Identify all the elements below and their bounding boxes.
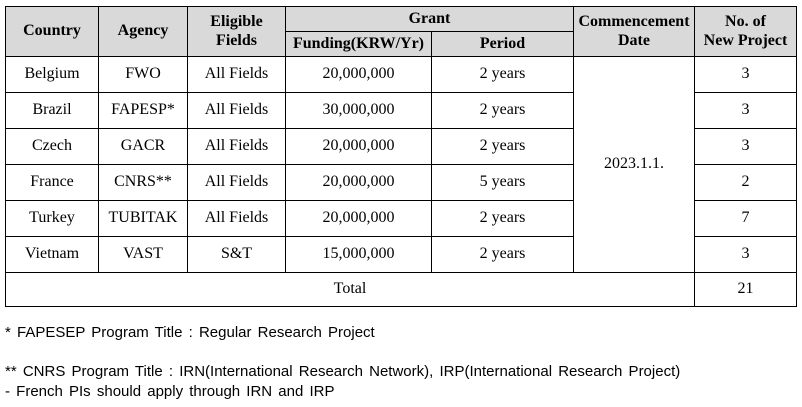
cell-funding: 20,000,000 xyxy=(285,56,432,93)
cell-projects: 3 xyxy=(694,92,797,129)
header-grant: Grant xyxy=(285,6,574,32)
header-period: Period xyxy=(431,31,574,57)
footnote-fapesp: * FAPESEP Program Title : Regular Resear… xyxy=(5,324,375,341)
table-row: France CNRS** All Fields 20,000,000 5 ye… xyxy=(5,164,797,201)
cell-funding: 20,000,000 xyxy=(285,128,432,165)
cell-fields: All Fields xyxy=(187,92,286,129)
cell-fields: All Fields xyxy=(187,200,286,237)
cell-agency: FAPESP* xyxy=(98,92,188,129)
table-row: Czech GACR All Fields 20,000,000 2 years… xyxy=(5,128,797,165)
total-label: Total xyxy=(5,272,695,307)
cell-country: Brazil xyxy=(5,92,99,129)
header-commencement-date: Commencement Date xyxy=(573,6,695,57)
grant-table: Country Agency Eligible Fields Grant Comm… xyxy=(5,6,797,307)
cell-fields: All Fields xyxy=(187,56,286,93)
cell-agency: GACR xyxy=(98,128,188,165)
cell-funding: 20,000,000 xyxy=(285,164,432,201)
header-eligible-fields: Eligible Fields xyxy=(187,6,286,57)
cell-country: Vietnam xyxy=(5,236,99,273)
cell-agency: FWO xyxy=(98,56,188,93)
header-country: Country xyxy=(5,6,99,57)
header-funding: Funding(KRW/Yr) xyxy=(285,31,432,57)
cell-projects: 3 xyxy=(694,128,797,165)
cell-period: 2 years xyxy=(431,200,574,237)
cell-agency: TUBITAK xyxy=(98,200,188,237)
cell-country: Czech xyxy=(5,128,99,165)
cell-country: France xyxy=(5,164,99,201)
cell-projects: 3 xyxy=(694,236,797,273)
cell-country: Turkey xyxy=(5,200,99,237)
cell-agency: VAST xyxy=(98,236,188,273)
cell-funding: 20,000,000 xyxy=(285,200,432,237)
cell-country: Belgium xyxy=(5,56,99,93)
cell-projects: 3 xyxy=(694,56,797,93)
table-row: Turkey TUBITAK All Fields 20,000,000 2 y… xyxy=(5,200,797,237)
table-row: Brazil FAPESP* All Fields 30,000,000 2 y… xyxy=(5,92,797,129)
cell-projects: 7 xyxy=(694,200,797,237)
footnote-cnrs: ** CNRS Program Title : IRN(Internationa… xyxy=(5,363,681,380)
cell-period: 2 years xyxy=(431,56,574,93)
cell-period: 2 years xyxy=(431,92,574,129)
header-new-projects: No. of New Project xyxy=(694,6,797,57)
cell-fields: All Fields xyxy=(187,164,286,201)
cell-agency: CNRS** xyxy=(98,164,188,201)
table-row: Vietnam VAST S&T 15,000,000 2 years 3 xyxy=(5,236,797,273)
total-value: 21 xyxy=(694,272,797,307)
cell-fields: All Fields xyxy=(187,128,286,165)
header-agency: Agency xyxy=(98,6,188,57)
cell-funding: 15,000,000 xyxy=(285,236,432,273)
footnote-cnrs-detail: - French PIs should apply through IRN an… xyxy=(5,383,335,400)
cell-period: 2 years xyxy=(431,128,574,165)
cell-projects: 2 xyxy=(694,164,797,201)
total-row: Total 21 xyxy=(5,272,797,307)
table-row: Belgium FWO All Fields 20,000,000 2 year… xyxy=(5,56,797,273)
cell-commencement-date: 2023.1.1. xyxy=(573,56,695,273)
cell-fields: S&T xyxy=(187,236,286,273)
cell-period: 5 years xyxy=(431,164,574,201)
cell-period: 2 years xyxy=(431,236,574,273)
cell-funding: 30,000,000 xyxy=(285,92,432,129)
